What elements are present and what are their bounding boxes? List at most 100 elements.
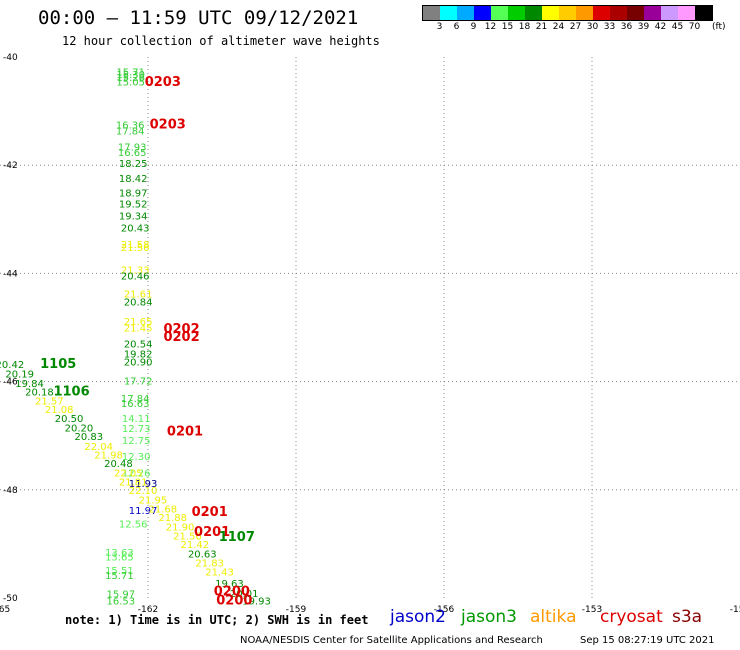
wave-height-label: 21.42 [181, 540, 210, 551]
page-subtitle: 12 hour collection of altimeter wave hei… [62, 34, 380, 48]
pass-time-label: 0202 [163, 322, 199, 337]
wave-height-label: 16.65 [118, 148, 147, 159]
wave-height-label: 16.53 [107, 596, 136, 607]
y-tick-label: -50 [3, 594, 18, 604]
colorbar-swatch [474, 6, 491, 20]
wave-height-label: 21.68 [148, 505, 177, 516]
wave-height-label: 19.52 [119, 199, 148, 210]
x-tick-label: -159 [286, 605, 307, 615]
wave-height-label: 11.97 [129, 506, 158, 517]
wave-height-label: 19.34 [119, 211, 148, 222]
wave-height-label: 14.11 [122, 414, 151, 425]
wave-height-label: 15.51 [105, 566, 134, 577]
wave-height-label: 15.30 [116, 70, 145, 81]
colorbar-swatch [491, 6, 508, 20]
colorbar-swatch [559, 6, 576, 20]
wave-height-label: 17.84 [116, 126, 145, 137]
x-tick-label: -150 [730, 605, 740, 615]
wave-height-label: 20.42 [0, 360, 24, 371]
wave-height-label: 21.45 [124, 323, 153, 334]
wave-height-label: 21.08 [45, 405, 74, 416]
wave-height-label: 22.10 [129, 486, 158, 497]
colorbar-tick-label: 24 [552, 22, 565, 32]
wave-height-label: 22.05 [114, 468, 143, 479]
wave-height-label: 13.63 [105, 548, 134, 559]
colorbar-swatch [644, 6, 661, 20]
wave-height-label: 15.71 [105, 571, 134, 582]
wave-height-label: 21.95 [139, 495, 168, 506]
y-tick-label: -44 [3, 269, 18, 279]
colorbar-swatch [525, 6, 542, 20]
wave-height-label: 21.43 [205, 567, 234, 578]
wave-height-label: 21.33 [121, 265, 150, 276]
pass-time-label: 0203 [150, 117, 186, 132]
wave-height-label: 13.65 [105, 553, 134, 564]
wave-height-label: 20.48 [104, 459, 133, 470]
colorbar-tick-label: 3 [436, 22, 443, 32]
x-tick-label: -153 [582, 605, 602, 615]
wave-height-label: 20.50 [55, 414, 84, 425]
colorbar-tick-label: 18 [518, 22, 531, 32]
colorbar-tick-label: 9 [470, 22, 477, 32]
wave-height-label: 22.04 [84, 442, 113, 453]
colorbar-swatch [508, 6, 525, 20]
satellite-legend-jason2: jason2 [390, 607, 446, 627]
x-tick-label: -156 [434, 605, 455, 615]
pass-time-label: 0201 [192, 505, 228, 520]
wave-height-label: 21.83 [195, 559, 224, 570]
wave-height-label: 20.63 [188, 549, 217, 560]
wave-height-label: 12.75 [122, 436, 151, 447]
colorbar-swatch [627, 6, 644, 20]
y-tick-label: -48 [3, 486, 18, 496]
wave-height-label: 12.30 [122, 452, 151, 463]
colorbar-swatch [610, 6, 627, 20]
pass-time-label: 0201 [167, 425, 203, 440]
pass-time-label: 1105 [40, 357, 76, 372]
wave-height-label: 16.63 [121, 399, 150, 410]
colorbar-swatch [661, 6, 678, 20]
colorbar-tick-label: 33 [603, 22, 616, 32]
colorbar-tick-label: 36 [620, 22, 633, 32]
colorbar-tick-label: 42 [654, 22, 667, 32]
page-title: 00:00 – 11:59 UTC 09/12/2021 [38, 7, 359, 29]
wave-height-label: 17.84 [121, 394, 150, 405]
colorbar-swatch [423, 6, 440, 20]
wave-height-label: 19.84 [15, 379, 44, 390]
colorbar-unit: (ft) [712, 22, 726, 32]
y-tick-label: -40 [3, 53, 18, 63]
wave-height-label: 19.63 [215, 579, 244, 590]
satellite-legend-cryosat: cryosat [600, 607, 663, 627]
wave-height-label: 20.01 [230, 589, 259, 600]
colorbar-tick-label: 21 [535, 22, 548, 32]
colorbar-tick-label: 30 [586, 22, 599, 32]
colorbar-swatch [542, 6, 559, 20]
satellite-legend-altika: altika [530, 607, 577, 627]
wave-height-label: 20.20 [65, 423, 94, 434]
colorbar-tick-label: 6 [453, 22, 460, 32]
colorbar-swatch [457, 6, 474, 20]
colorbar-swatch [695, 6, 712, 20]
wave-height-label: 20.43 [121, 224, 150, 235]
wave-height-label: 21.88 [158, 513, 187, 524]
wave-height-label: 12.26 [122, 468, 151, 479]
wave-height-label: 20.90 [124, 357, 153, 368]
wave-height-label: 17.72 [124, 376, 153, 387]
y-tick-label: -42 [3, 161, 18, 171]
wave-height-label: 21.65 [124, 317, 153, 328]
wave-height-label: 21.56 [173, 532, 202, 543]
colorbar-tick-label: 45 [671, 22, 684, 32]
wave-height-label: 21.58 [121, 240, 150, 251]
colorbar-swatch [576, 6, 593, 20]
satellite-legend-s3a: s3a [672, 607, 703, 627]
wave-height-label: 20.19 [5, 369, 34, 380]
colorbar [422, 5, 713, 21]
pass-time-label: 0200 [214, 584, 250, 599]
wave-height-label: 19.93 [242, 596, 271, 607]
satellite-legend-jason3: jason3 [461, 607, 517, 627]
wave-height-label: 15.97 [107, 589, 136, 600]
wave-height-label: 20.18 [25, 388, 54, 399]
wave-height-label: 20.84 [124, 297, 153, 308]
wave-height-label: 17.93 [118, 143, 147, 154]
colorbar-tick-label: 12 [484, 22, 497, 32]
